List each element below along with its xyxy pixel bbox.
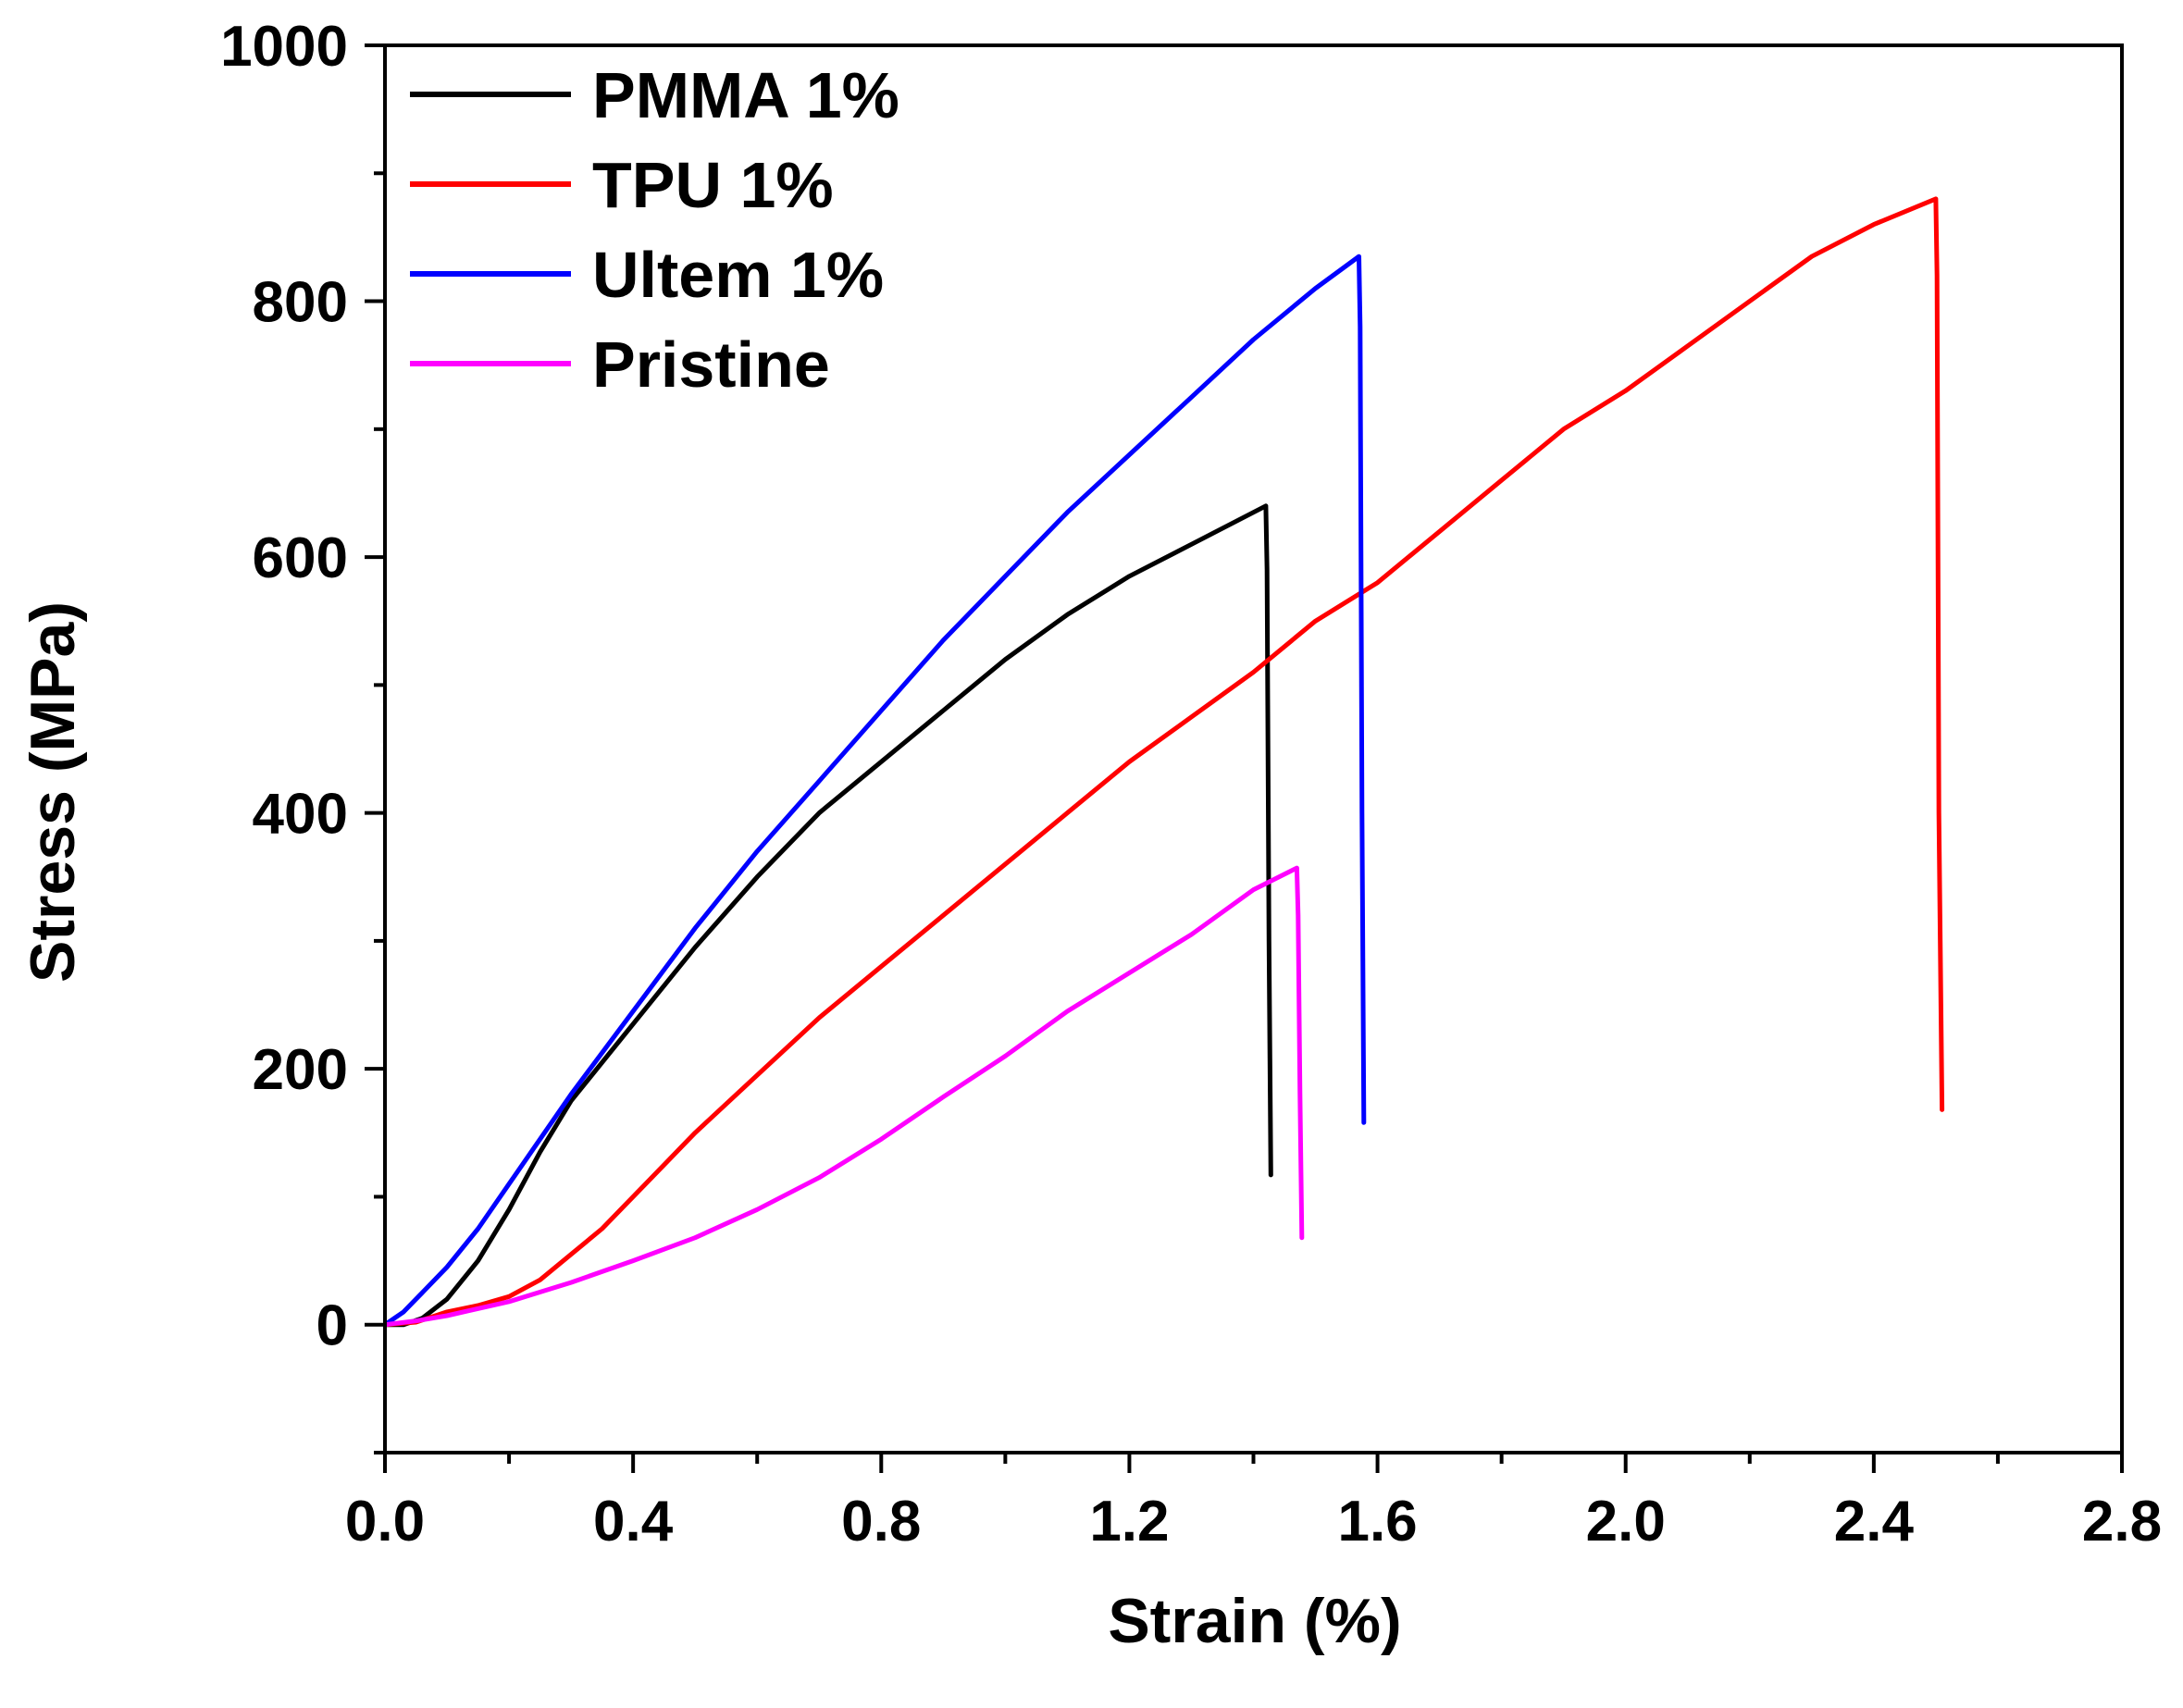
x-tick-label: 2.4 [1834, 1490, 1915, 1553]
x-tick-label: 0.8 [841, 1490, 921, 1553]
plot-series-lines [382, 196, 1945, 1328]
series-line-tpu-1pct [382, 196, 1945, 1328]
series-line-ultem-1pct [382, 254, 1367, 1328]
x-tick-label: 1.2 [1089, 1490, 1169, 1553]
series-line-pristine [382, 865, 1305, 1328]
y-tick-label: 0 [316, 1294, 348, 1358]
y-axis: 0 200 400 600 800 1000 [220, 15, 385, 1454]
legend-label-ultem-1pct: Ultem 1% [592, 239, 884, 311]
y-tick-label: 1000 [220, 15, 348, 79]
x-axis-title: Strain (%) [1108, 1586, 1401, 1656]
x-tick-label: 0.0 [345, 1490, 425, 1553]
legend-label-pristine: Pristine [592, 328, 830, 401]
y-axis-title: Stress (MPa) [18, 601, 88, 983]
y-tick-label: 200 [253, 1038, 348, 1102]
y-tick-label: 800 [253, 271, 348, 335]
legend-label-pmma-1pct: PMMA 1% [592, 59, 899, 131]
legend: PMMA 1% TPU 1% Ultem 1% Pristine [410, 59, 899, 401]
x-tick-label: 2.8 [2082, 1490, 2162, 1553]
x-axis: 0.0 0.4 0.8 1.2 1.6 2.0 2.4 2.8 [345, 1453, 2162, 1553]
y-tick-label: 400 [253, 783, 348, 847]
x-tick-label: 0.4 [593, 1490, 674, 1553]
y-tick-label: 600 [253, 526, 348, 590]
x-tick-label: 2.0 [1586, 1490, 1666, 1553]
legend-label-tpu-1pct: TPU 1% [592, 149, 834, 221]
series-line-pmma-1pct [382, 503, 1273, 1328]
x-tick-label: 1.6 [1337, 1490, 1417, 1553]
